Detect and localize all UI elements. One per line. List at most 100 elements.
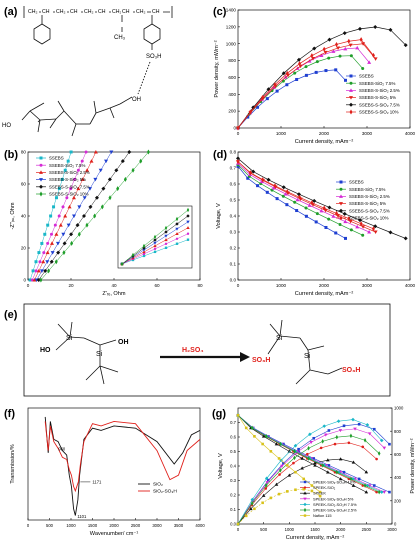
g-power-point: [306, 452, 309, 456]
g-power-point: [388, 442, 391, 446]
g-voltage-point: [335, 469, 339, 475]
inset-point: [175, 222, 179, 226]
voltage-series-point: [285, 189, 289, 195]
g-legend-entry: SPEEK-SiO₂-SO₃H 2.5%: [313, 508, 357, 513]
legend-entry: SSEBS-S-SiO₂ 10%: [349, 216, 389, 221]
power-series-point: [271, 85, 276, 89]
y-tick-label: 0.0: [230, 522, 236, 527]
g-voltage-point: [294, 470, 297, 474]
g-legend-entry: SPEEK-SiO₂: [313, 485, 336, 490]
g-voltage-point: [250, 425, 254, 431]
power-series-line: [237, 47, 370, 129]
legend-marker: [339, 194, 343, 198]
nyquist-point: [31, 269, 35, 273]
nyquist-point: [107, 177, 112, 182]
x-axis-label: Z'ᵣₑ, Ohm: [102, 291, 125, 297]
power-series-point: [251, 105, 256, 110]
x-tick-label: 500: [46, 523, 54, 528]
g-legend-marker: [303, 507, 307, 513]
g-power-point: [261, 493, 266, 497]
power-series-point: [322, 46, 326, 52]
y-axis-label: -Z''ᵢₘ, Ohm: [10, 202, 16, 229]
x-tick-label: 2000: [319, 131, 330, 136]
nyquist-point: [56, 250, 61, 255]
ftir-legend-entry: SiO₂: [153, 482, 163, 488]
chain-unit-label: CH: [70, 9, 78, 15]
power-series-point: [295, 77, 299, 81]
nyquist-point: [53, 223, 57, 227]
so3h-group-left: SO₃H: [252, 357, 270, 364]
x-tick-label: 1000: [285, 527, 295, 532]
g-power-point: [265, 481, 270, 485]
si-right-1: Si: [276, 335, 283, 342]
power-series-point: [371, 52, 375, 58]
inset-point: [142, 254, 146, 258]
g-power-point: [302, 487, 306, 491]
power-series-point: [312, 46, 317, 51]
nyquist-point: [76, 168, 80, 172]
nyquist-point: [69, 232, 74, 237]
g-power-point: [264, 487, 268, 490]
y-tick-label: 0.1: [230, 507, 236, 512]
power-series-point: [348, 43, 353, 48]
voltage-series-point: [373, 224, 378, 229]
voltage-series-point: [324, 225, 328, 229]
legend-marker: [339, 215, 343, 221]
legend-marker: [39, 163, 43, 167]
nyquist-point: [70, 240, 74, 246]
y-tick-label: 60: [21, 182, 27, 187]
g-legend-entry: SPEEK-SiO₂-SO₃H 10%: [313, 480, 356, 485]
annotation-1171: 1171: [92, 479, 102, 484]
nyquist-point: [82, 214, 87, 218]
g-power-point: [266, 479, 270, 482]
g-power-point: [310, 489, 314, 493]
nyquist-point: [36, 278, 41, 282]
voltage-series-point: [251, 169, 256, 174]
ho-group: HO: [40, 347, 51, 354]
g-power-point: [321, 439, 324, 444]
y-tick-label: 1000: [226, 41, 237, 46]
nyquist-point: [80, 159, 84, 163]
g-power-point: [244, 514, 248, 518]
y-right-tick-label: 800: [394, 429, 402, 434]
g-power-point: [377, 451, 381, 456]
voltage-series-line: [237, 161, 374, 230]
inset-point: [186, 226, 190, 230]
x-tick-label: 0: [27, 523, 30, 528]
g-power-point: [335, 434, 339, 440]
g-power-point: [322, 424, 327, 428]
inset-point: [142, 248, 146, 252]
x-tick-label: 40: [111, 283, 117, 288]
chain-unit-label: CH: [42, 9, 50, 15]
nyquist-point: [123, 176, 127, 182]
nyquist-point: [54, 196, 58, 200]
nyquist-point: [98, 168, 103, 173]
x-axis-label: Current density, mAm⁻²: [295, 291, 354, 297]
panel-f: (f) 0 500 1000 1500 2000 2500 3000 3500 4000 Wave…: [4, 407, 205, 537]
inset-point: [153, 238, 157, 242]
y-tick-label: 0.3: [230, 478, 236, 483]
g-power-point: [342, 424, 346, 428]
y-tick-label: 0.6: [230, 182, 237, 187]
power-series-point: [324, 69, 328, 73]
g-power-point: [264, 483, 268, 488]
chain-label-bg: [111, 6, 123, 14]
voltage-series-point: [259, 179, 264, 184]
voltage-series-line: [237, 164, 363, 236]
chain-label-bg: [41, 6, 53, 14]
g-voltage-point: [300, 456, 304, 460]
legend-entry: SSEBS-S-SiO₂ 10%: [359, 110, 399, 115]
voltage-series-point: [281, 185, 286, 190]
nyquist-point: [146, 149, 150, 155]
legend-entry: SSEBS-S-SiO₂ 7.5%: [349, 208, 390, 213]
g-power-point: [293, 443, 298, 448]
nyquist-point: [37, 251, 41, 255]
power-series-point: [273, 82, 277, 88]
inset-point: [186, 232, 190, 235]
voltage-series-point: [357, 218, 362, 223]
g-power-point: [361, 445, 365, 449]
y-tick-label: 0.4: [230, 464, 236, 469]
nyquist-point: [69, 150, 73, 154]
power-series-point: [265, 97, 269, 101]
nyquist-point: [39, 277, 43, 283]
